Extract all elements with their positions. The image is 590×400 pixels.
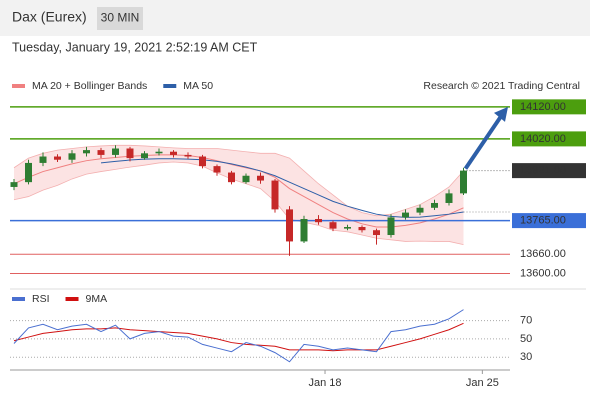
x-tick-label: Jan 25 xyxy=(466,377,499,389)
candle-body xyxy=(460,170,467,194)
candle-body xyxy=(83,150,90,154)
bollinger-band xyxy=(14,145,464,245)
candle-body xyxy=(126,148,134,159)
candle-body xyxy=(416,207,424,213)
candle-body xyxy=(184,154,192,157)
candle-body xyxy=(141,153,148,159)
candle-body xyxy=(54,156,61,160)
level-label: 13921.00 xyxy=(520,165,566,177)
candle-body xyxy=(242,175,250,183)
legend-swatch xyxy=(163,84,177,88)
x-tick-label: Jan 18 xyxy=(309,377,342,389)
rsi-tick-label: 50 xyxy=(520,333,532,345)
timeframe-button[interactable] xyxy=(97,7,143,30)
level-label: 14020.00 xyxy=(520,133,566,145)
level-label: 13600.00 xyxy=(520,267,566,279)
candle-body xyxy=(358,227,366,231)
candle-body xyxy=(315,218,322,223)
candle-body xyxy=(39,156,47,163)
candle-body xyxy=(445,193,453,203)
candle-body xyxy=(68,153,76,160)
forecast-arrow xyxy=(463,113,504,170)
candle-body xyxy=(373,230,380,236)
candle-body xyxy=(344,227,351,229)
candle-body xyxy=(155,151,163,154)
bb-upper xyxy=(13,144,464,217)
candle-body xyxy=(300,218,308,242)
candle-body xyxy=(213,166,221,173)
level-box xyxy=(512,213,586,229)
level-label: 13660.00 xyxy=(520,248,566,260)
candle-body xyxy=(170,151,177,155)
candle-body xyxy=(199,156,206,167)
legend-label: MA 50 xyxy=(183,80,213,92)
rsi-legend-swatch xyxy=(65,297,79,301)
level-box xyxy=(512,131,586,147)
legend-swatch xyxy=(12,84,25,88)
rsi-legend-swatch xyxy=(12,297,25,301)
rsi-tick-label: 70 xyxy=(520,315,532,327)
rsi-ma-line xyxy=(13,322,464,352)
candle-body xyxy=(97,150,105,155)
legend-label: MA 20 + Bollinger Bands xyxy=(32,80,147,92)
header-bar xyxy=(0,0,590,36)
candle-body xyxy=(387,217,395,236)
timeframe-label[interactable]: 30 MIN xyxy=(101,11,140,25)
bb-lower xyxy=(13,161,464,246)
forecast-arrowhead xyxy=(494,106,508,122)
rsi-tick-label: 30 xyxy=(520,351,532,363)
candle-body xyxy=(402,212,409,218)
source: Research © 2021 Trading Central xyxy=(423,80,580,92)
candle-body xyxy=(10,182,18,187)
rsi-legend-label: 9MA xyxy=(86,293,108,305)
candle-body xyxy=(286,209,293,242)
candle-body xyxy=(228,172,235,183)
candle-body xyxy=(25,162,32,183)
chart-title: Dax (Eurex) xyxy=(12,9,87,25)
level-box xyxy=(512,163,586,179)
candle-body xyxy=(271,180,279,210)
level-label: 14120.00 xyxy=(520,101,566,113)
level-label: 13765.00 xyxy=(520,215,566,227)
candle-body xyxy=(431,202,438,208)
candle-body xyxy=(329,222,337,229)
candle-body xyxy=(112,148,119,155)
subtitle: Tuesday, January 19, 2021 2:52:19 AM CET xyxy=(12,40,258,54)
candle-body xyxy=(257,175,264,181)
level-box xyxy=(512,99,586,115)
rsi-legend-label: RSI xyxy=(32,293,50,305)
rsi-line xyxy=(13,309,464,363)
